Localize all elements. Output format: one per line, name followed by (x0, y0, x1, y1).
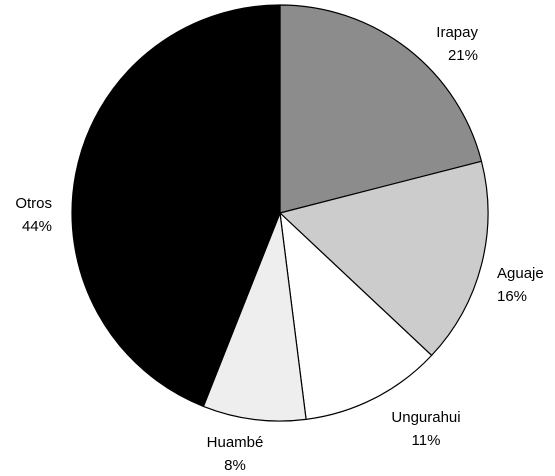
slice-percent-ungurahui: 11% (412, 432, 441, 449)
slice-percent-huambe: 8% (224, 457, 246, 474)
pie-slice-aguaje (279, 160, 489, 356)
pie-slice-ungurahui (279, 212, 433, 420)
slice-label-huambe: Huambé (207, 434, 264, 451)
slice-percent-aguaje: 16% (497, 288, 527, 305)
slice-label-ungurahui: Ungurahui (391, 409, 460, 426)
slice-label-irapay: Irapay (436, 24, 478, 41)
slice-label-aguaje: Aguaje (497, 265, 544, 282)
pie-slice-otros (71, 4, 281, 407)
slice-percent-otros: 44% (22, 218, 52, 235)
pie-slice-huambe (202, 212, 307, 422)
pie-slices (71, 4, 489, 422)
pie-labels: Irapay 21% Aguaje 16% Ungurahui 11% Huam… (15, 24, 543, 474)
slice-label-otros: Otros (15, 195, 52, 212)
slice-percent-irapay: 21% (448, 47, 478, 64)
pie-slice-irapay (279, 4, 483, 214)
